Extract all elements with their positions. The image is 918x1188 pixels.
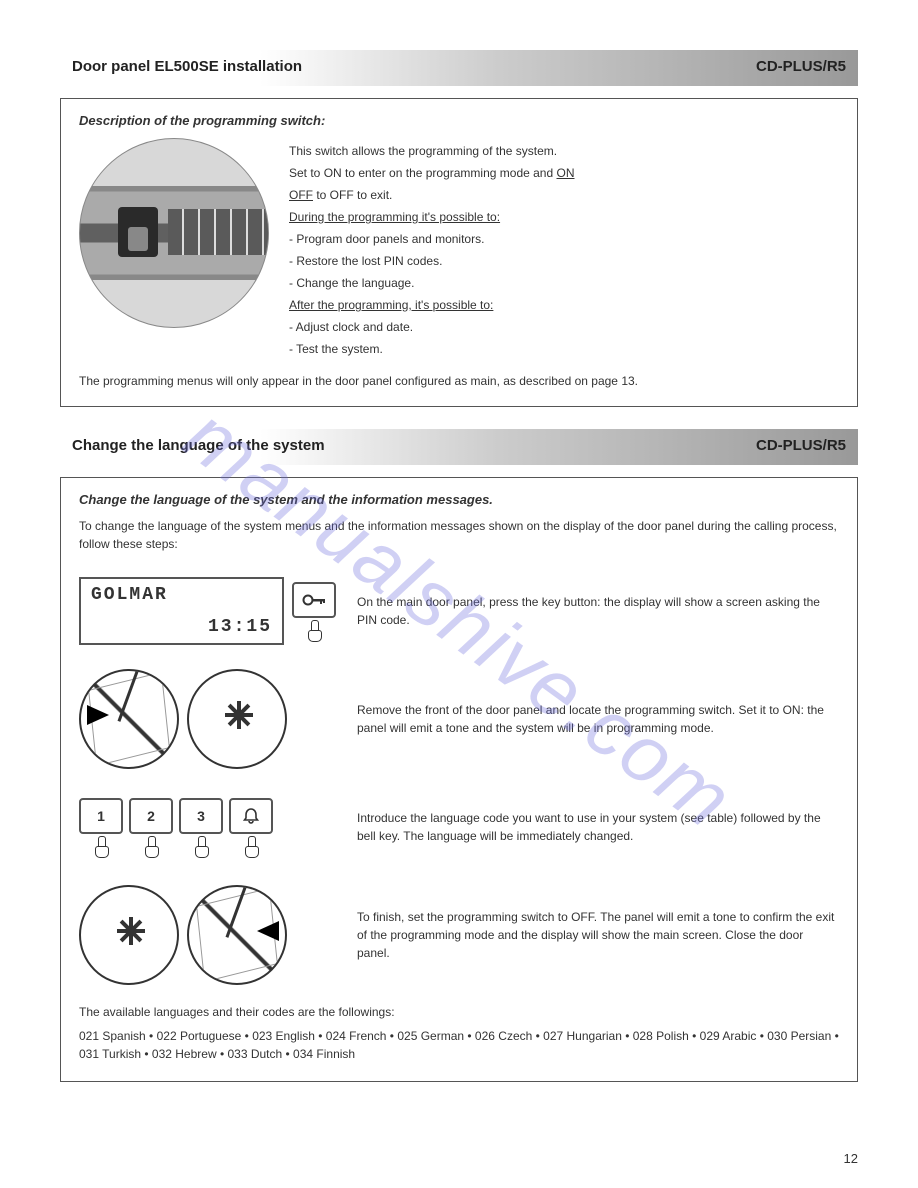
section1-line: - Program door panels and monitors. bbox=[289, 230, 839, 248]
step-2: Remove the front of the door panel and l… bbox=[79, 669, 839, 769]
step-2-graphic bbox=[79, 669, 339, 769]
keypad-2: 2 bbox=[129, 798, 173, 856]
key-2: 2 bbox=[129, 798, 173, 834]
section1-line: This switch allows the programming of th… bbox=[289, 142, 839, 160]
open-panel-illustration bbox=[79, 669, 179, 769]
section1-line: During the programming it's possible to: bbox=[289, 208, 839, 226]
section2-box-title: Change the language of the system and th… bbox=[79, 492, 839, 507]
step-4: To finish, set the programming switch to… bbox=[79, 885, 839, 985]
page-number: 12 bbox=[844, 1151, 858, 1166]
hand-icon bbox=[93, 836, 109, 856]
section1-box: Description of the programming switch: T… bbox=[60, 98, 858, 407]
hand-icon bbox=[306, 620, 322, 640]
keypad-3: 3 bbox=[179, 798, 223, 856]
switch-on-illustration bbox=[187, 669, 287, 769]
section2-header: Change the language of the system CD-PLU… bbox=[60, 429, 858, 465]
section2-title: Change the language of the system bbox=[72, 437, 325, 454]
arrow-icon bbox=[87, 705, 109, 725]
bell-key-press bbox=[229, 798, 273, 856]
step-4-graphic bbox=[79, 885, 339, 985]
step-2-text: Remove the front of the door panel and l… bbox=[357, 701, 839, 737]
bell-icon bbox=[229, 798, 273, 834]
lcd-time: 13:15 bbox=[208, 617, 272, 637]
section2-intro: To change the language of the system men… bbox=[79, 517, 839, 553]
section1-content: This switch allows the programming of th… bbox=[79, 138, 839, 362]
languages-section: The available languages and their codes … bbox=[79, 1003, 839, 1063]
step-3: 1 2 3 Introduce the langu bbox=[79, 787, 839, 867]
step-1-text: On the main door panel, press the key bu… bbox=[357, 593, 839, 629]
section1-line: Set to ON to enter on the programming mo… bbox=[289, 164, 839, 182]
section2-box: Change the language of the system and th… bbox=[60, 477, 858, 1082]
section2-model: CD-PLUS/R5 bbox=[756, 437, 846, 454]
key-1: 1 bbox=[79, 798, 123, 834]
hand-icon bbox=[143, 836, 159, 856]
hand-icon bbox=[193, 836, 209, 856]
section1-line: After the programming, it's possible to: bbox=[289, 296, 839, 314]
key-button-press bbox=[292, 582, 336, 640]
key-icon bbox=[292, 582, 336, 618]
close-panel-illustration bbox=[187, 885, 287, 985]
languages-list: 021 Spanish • 022 Portuguese • 023 Engli… bbox=[79, 1027, 839, 1063]
page: manualshive.com Door panel EL500SE insta… bbox=[0, 0, 918, 1188]
section1-body-text: This switch allows the programming of th… bbox=[289, 138, 839, 362]
section1-line: - Adjust clock and date. bbox=[289, 318, 839, 336]
arrow-icon bbox=[257, 921, 279, 941]
step-3-text: Introduce the language code you want to … bbox=[357, 809, 839, 845]
section1-line: - Test the system. bbox=[289, 340, 839, 358]
section1-footer: The programming menus will only appear i… bbox=[79, 374, 839, 388]
spark-icon bbox=[225, 701, 253, 729]
switch-off-illustration bbox=[79, 885, 179, 985]
lcd-display: GOLMAR 13:15 bbox=[79, 577, 284, 645]
spark-icon bbox=[117, 917, 145, 945]
hand-icon bbox=[243, 836, 259, 856]
step-1-graphic: GOLMAR 13:15 bbox=[79, 577, 339, 645]
dip-switch-illustration bbox=[79, 138, 269, 328]
section1-title: Door panel EL500SE installation bbox=[72, 58, 302, 75]
section1-line: - Restore the lost PIN codes. bbox=[289, 252, 839, 270]
key-3: 3 bbox=[179, 798, 223, 834]
lcd-line-1: GOLMAR bbox=[91, 585, 272, 605]
keypad-1: 1 bbox=[79, 798, 123, 856]
section1-header: Door panel EL500SE installation CD-PLUS/… bbox=[60, 50, 858, 86]
section1-line: - Change the language. bbox=[289, 274, 839, 292]
section1-box-title: Description of the programming switch: bbox=[79, 113, 839, 128]
step-3-graphic: 1 2 3 bbox=[79, 798, 339, 856]
languages-intro: The available languages and their codes … bbox=[79, 1003, 839, 1021]
step-4-text: To finish, set the programming switch to… bbox=[357, 908, 839, 962]
section1-line: OFF to OFF to exit. bbox=[289, 186, 839, 204]
section1-model: CD-PLUS/R5 bbox=[756, 58, 846, 75]
step-1: GOLMAR 13:15 On the main door panel, pre… bbox=[79, 571, 839, 651]
